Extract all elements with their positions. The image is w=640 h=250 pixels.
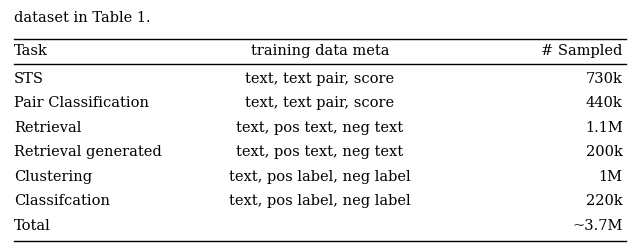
- Text: # Sampled: # Sampled: [541, 44, 623, 58]
- Text: Retrieval: Retrieval: [14, 121, 81, 135]
- Text: text, pos text, neg text: text, pos text, neg text: [236, 121, 404, 135]
- Text: 200k: 200k: [586, 145, 623, 159]
- Text: 220k: 220k: [586, 194, 623, 208]
- Text: ~3.7M: ~3.7M: [572, 219, 623, 233]
- Text: dataset in Table 1.: dataset in Table 1.: [14, 11, 150, 25]
- Text: 1M: 1M: [599, 170, 623, 184]
- Text: STS: STS: [14, 72, 44, 86]
- Text: Task: Task: [14, 44, 48, 58]
- Text: Total: Total: [14, 219, 51, 233]
- Text: text, pos text, neg text: text, pos text, neg text: [236, 145, 404, 159]
- Text: 1.1M: 1.1M: [585, 121, 623, 135]
- Text: text, text pair, score: text, text pair, score: [245, 72, 395, 86]
- Text: text, pos label, neg label: text, pos label, neg label: [229, 170, 411, 184]
- Text: text, text pair, score: text, text pair, score: [245, 96, 395, 110]
- Text: Classifcation: Classifcation: [14, 194, 110, 208]
- Text: 440k: 440k: [586, 96, 623, 110]
- Text: Pair Classification: Pair Classification: [14, 96, 149, 110]
- Text: Clustering: Clustering: [14, 170, 92, 184]
- Text: text, pos label, neg label: text, pos label, neg label: [229, 194, 411, 208]
- Text: Retrieval generated: Retrieval generated: [14, 145, 162, 159]
- Text: 730k: 730k: [586, 72, 623, 86]
- Text: training data meta: training data meta: [251, 44, 389, 58]
